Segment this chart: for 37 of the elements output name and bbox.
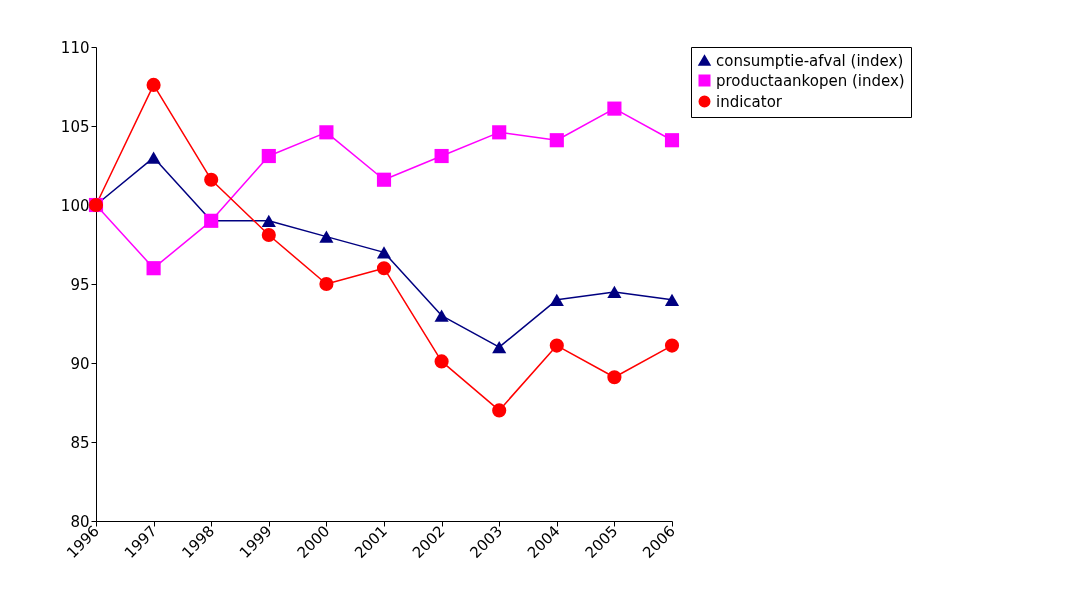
point (492, 341, 507, 354)
legend-label: productaankopen (index) (716, 71, 905, 90)
point (607, 285, 622, 299)
point (607, 101, 622, 116)
y-tick-label: 110 (60, 38, 90, 57)
point (434, 148, 449, 164)
point (434, 309, 449, 322)
point (376, 246, 392, 259)
point (146, 77, 161, 92)
point (549, 293, 564, 306)
point (146, 151, 161, 164)
point (434, 354, 449, 369)
point (549, 133, 564, 148)
point (261, 214, 276, 227)
point (664, 338, 680, 353)
point (664, 133, 680, 148)
point (146, 261, 161, 276)
point (549, 338, 564, 353)
point (204, 172, 219, 187)
y-tick-label: 105 (60, 117, 90, 136)
point (664, 293, 680, 306)
point (376, 172, 392, 187)
y-tick-label: 95 (70, 275, 90, 294)
point (261, 227, 276, 243)
point (492, 403, 507, 418)
legend-label: consumptie-afval (index) (716, 51, 904, 70)
point (319, 125, 334, 140)
point (376, 261, 392, 276)
point (607, 370, 622, 385)
y-tick-label: 90 (70, 354, 90, 373)
point (492, 125, 507, 140)
point (261, 148, 276, 164)
y-tick-label: 85 (70, 433, 90, 452)
point (319, 276, 334, 292)
legend-label: indicator (716, 92, 783, 111)
y-tick-label: 100 (60, 196, 90, 215)
point (319, 230, 334, 243)
